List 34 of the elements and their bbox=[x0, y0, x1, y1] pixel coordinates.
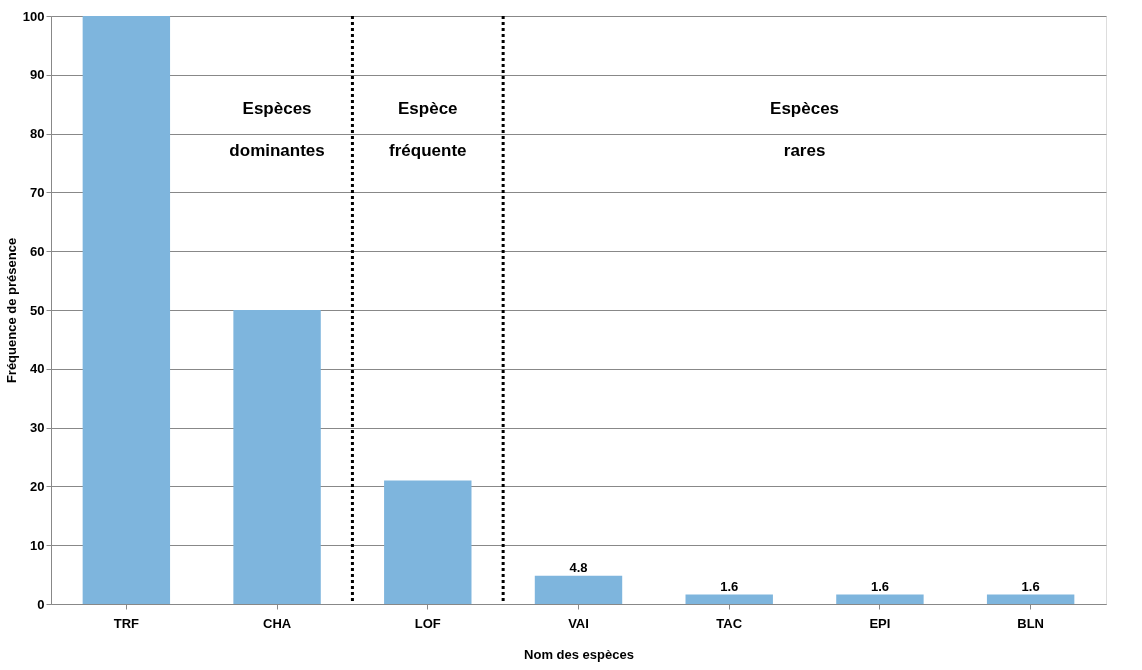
x-tick-label: VAI bbox=[568, 615, 589, 631]
x-tick-label: CHA bbox=[262, 615, 292, 631]
x-tick-label: BLN bbox=[1017, 615, 1044, 631]
bar bbox=[836, 594, 924, 604]
y-tick-label: 50 bbox=[30, 302, 45, 318]
y-tick-label: 20 bbox=[30, 478, 45, 494]
y-tick-label: 0 bbox=[37, 596, 45, 612]
x-tick-label: EPI bbox=[869, 615, 891, 631]
bar bbox=[986, 594, 1075, 604]
y-tick-label: 10 bbox=[30, 537, 45, 553]
data-label: 1.6 bbox=[870, 578, 889, 594]
bar bbox=[82, 16, 171, 604]
bar bbox=[233, 310, 321, 604]
y-axis-title: Fréquence de présence bbox=[3, 237, 19, 384]
text: Espèce fréquente bbox=[389, 99, 467, 161]
text: Espèces rares bbox=[770, 99, 840, 161]
x-axis-title: Nom des espèces bbox=[524, 646, 634, 662]
text: Espèces dominantes bbox=[229, 99, 325, 161]
y-tick-label: 60 bbox=[30, 243, 45, 259]
y-tick-label: 90 bbox=[30, 67, 45, 83]
bar bbox=[384, 480, 472, 604]
x-tick-label: LOF bbox=[414, 615, 441, 631]
y-tick-label: 70 bbox=[30, 184, 45, 200]
data-label: 1.6 bbox=[1021, 578, 1040, 594]
x-tick-label: TAC bbox=[716, 615, 743, 631]
data-label: 4.8 bbox=[569, 559, 588, 575]
y-tick-label: 80 bbox=[30, 126, 45, 142]
bar bbox=[534, 575, 623, 604]
data-label: 1.6 bbox=[720, 578, 739, 594]
y-tick-label: 40 bbox=[30, 361, 45, 377]
x-tick-label: TRF bbox=[113, 615, 140, 631]
y-tick-label: 100 bbox=[22, 8, 45, 24]
y-tick-label: 30 bbox=[30, 420, 45, 436]
bar bbox=[685, 594, 773, 604]
